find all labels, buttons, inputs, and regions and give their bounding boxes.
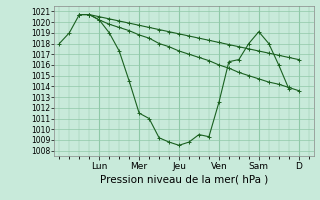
X-axis label: Pression niveau de la mer( hPa ): Pression niveau de la mer( hPa ) xyxy=(100,175,268,185)
